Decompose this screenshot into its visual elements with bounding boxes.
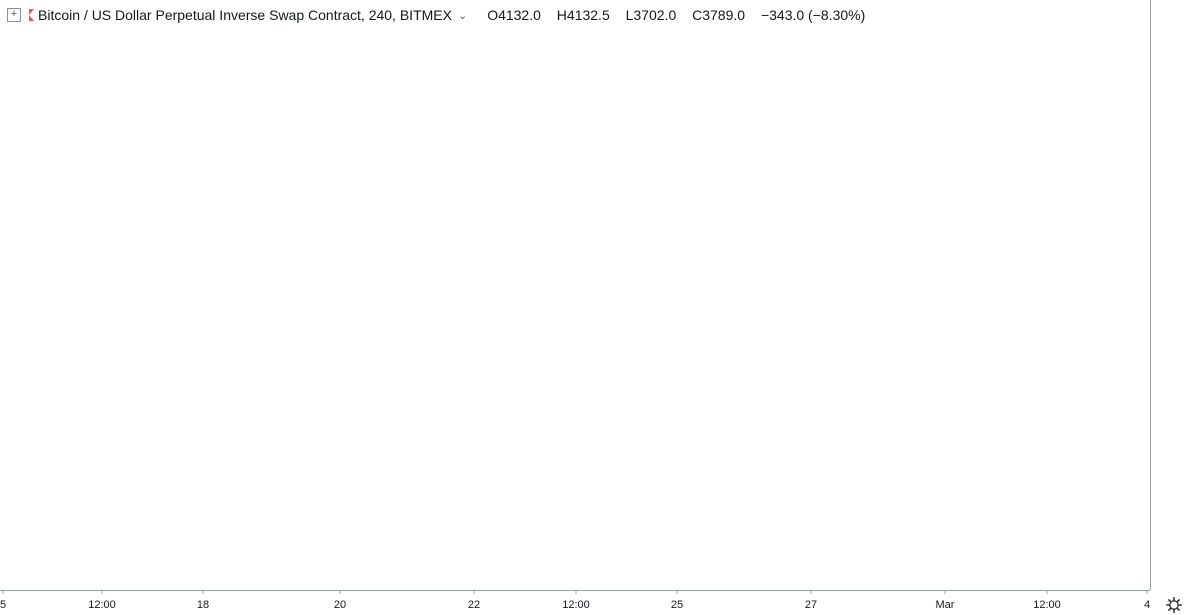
time-axis[interactable]: 5 12:00 18 20 22 12:00 25 27 Mar 12:00 4 [0,590,1150,611]
close-value: C3789.0 [692,7,746,23]
time-tick-label: 27 [805,599,817,611]
time-tick-label: 5 [0,599,6,611]
time-tick-label: Mar [936,599,955,611]
change-value: −343.0 (−8.30%) [760,7,866,23]
open-value: O4132.0 [487,7,541,23]
gear-icon[interactable] [1166,597,1182,613]
time-tick-label: 22 [468,599,480,611]
ohlc-values: O4132.0 H4132.5 L3702.0 C3789.0 −343.0 (… [487,7,877,23]
time-tick-label: 4 [1144,599,1150,611]
time-tick-label: 12:00 [88,599,116,611]
time-tick-label: 20 [334,599,346,611]
time-tick-label: 25 [671,599,683,611]
time-tick-label: 12:00 [562,599,590,611]
low-value: L3702.0 [625,7,677,23]
time-tick-label: 18 [197,599,209,611]
high-value: H4132.5 [556,7,610,23]
chevron-down-icon[interactable]: ⌄ [457,9,468,22]
chart-legend: + Bitcoin / US Dollar Perpetual Inverse … [0,0,1150,30]
time-tick-label: 12:00 [1033,599,1061,611]
red-flag-icon[interactable] [29,9,34,21]
symbol-title[interactable]: Bitcoin / US Dollar Perpetual Inverse Sw… [38,7,452,23]
price-axis[interactable]: 4280.04200.04160.04120.04080.04040.04000… [1150,0,1192,590]
plus-square-icon[interactable]: + [7,8,21,22]
